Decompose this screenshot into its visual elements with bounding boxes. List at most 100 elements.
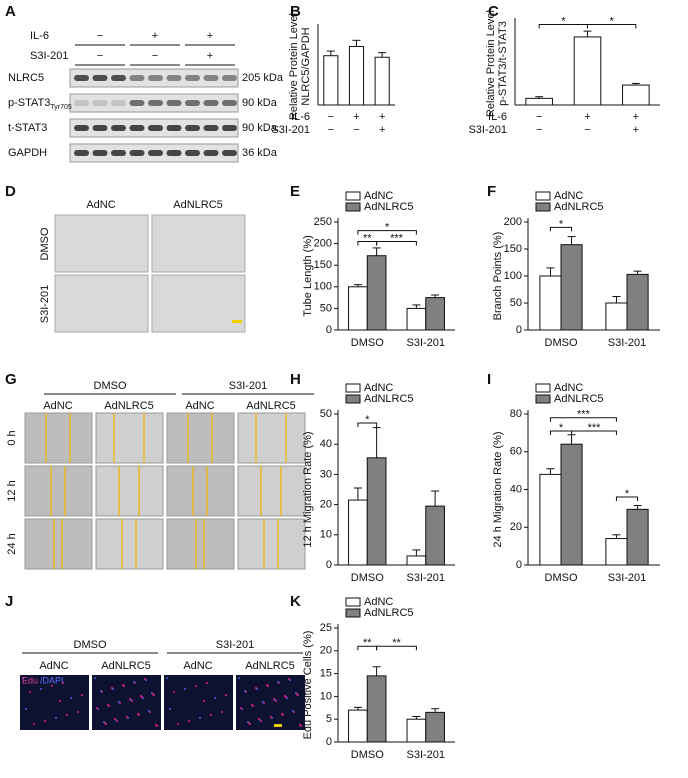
significance-label: *** <box>577 409 591 421</box>
stain-dot <box>140 695 142 697</box>
stain-dot <box>29 691 31 693</box>
x-tick-label: S3I-201 <box>406 572 445 584</box>
stain-dot <box>206 682 208 684</box>
stain-dot <box>81 694 83 696</box>
blot-band <box>111 75 126 81</box>
micrograph <box>237 518 306 570</box>
blot-band <box>166 75 182 81</box>
significance-bracket <box>376 240 417 246</box>
stain-dot <box>221 711 223 713</box>
legend-label: AdNLRC5 <box>364 393 414 405</box>
stain-dot <box>103 721 105 723</box>
bar <box>622 84 650 106</box>
condition-sign: + <box>379 124 385 136</box>
stain-dot <box>169 708 171 710</box>
y-tick-label: 25 <box>320 622 332 634</box>
significance-label: *** <box>588 422 602 434</box>
legend-label: AdNC <box>554 190 583 202</box>
micrograph <box>24 465 93 517</box>
bar <box>348 709 368 743</box>
legend-label: AdNC <box>364 190 393 202</box>
condition-sign: + <box>584 111 590 123</box>
blot-band <box>148 125 163 131</box>
blot-band <box>148 75 163 81</box>
stain-dot <box>44 720 46 722</box>
x-tick-label: DMSO <box>545 572 578 584</box>
stain-dot <box>144 678 146 680</box>
legend-label: AdNC <box>554 382 583 394</box>
legend-label: AdNC <box>364 596 393 608</box>
row-label: 24 h <box>6 533 18 554</box>
micrograph <box>95 412 164 464</box>
blot-band <box>111 150 126 156</box>
blot-band <box>129 150 145 156</box>
micrograph <box>151 214 246 273</box>
micrograph <box>236 675 305 730</box>
micrograph <box>166 465 235 517</box>
band-name: NLRC5 <box>8 72 44 84</box>
stain-dot <box>173 691 175 693</box>
bar <box>366 255 387 331</box>
micrograph <box>166 518 235 570</box>
stain-dot <box>247 721 249 723</box>
stain-dot <box>166 677 168 679</box>
stain-dot <box>111 687 113 689</box>
stain-dot <box>155 724 157 726</box>
significance-label: ** <box>363 232 372 244</box>
bar <box>425 505 445 566</box>
row-label: 12 h <box>6 480 18 501</box>
legend-label: AdNLRC5 <box>554 201 604 213</box>
y-tick-label: 40 <box>510 483 522 495</box>
bar <box>366 675 387 743</box>
bar <box>406 307 427 331</box>
stain-dot <box>129 698 131 700</box>
treatment-label: S3I-201 <box>30 50 69 62</box>
stain-dot <box>266 684 268 686</box>
y-tick-label: 250 <box>314 216 332 228</box>
stain-dot <box>96 707 98 709</box>
stain-dot <box>273 698 275 700</box>
bar <box>406 718 427 743</box>
stain-dot <box>195 685 197 687</box>
stain-dot <box>55 717 57 719</box>
legend-swatch <box>345 394 361 404</box>
blot-band <box>74 75 89 81</box>
stain-dot <box>244 690 246 692</box>
x-tick-label: S3I-201 <box>608 572 647 584</box>
significance-bracket <box>357 230 417 235</box>
band-size: 205 kDa <box>242 72 284 84</box>
y-axis-label: Relative Protein Level <box>288 13 300 120</box>
blot-band <box>203 125 219 131</box>
y-tick-label: 10 <box>320 529 332 541</box>
bar <box>348 286 368 331</box>
blot-band <box>166 100 182 106</box>
panel-letter: D <box>5 183 16 200</box>
band-name: p-STAT3 <box>8 97 50 109</box>
y-tick-label: 80 <box>510 408 522 420</box>
x-tick-label: S3I-201 <box>406 749 445 761</box>
y-tick-label: 100 <box>504 270 522 282</box>
stain-dot <box>238 677 240 679</box>
significance-bracket <box>376 645 417 651</box>
bar <box>573 36 602 106</box>
stain-dot <box>94 677 96 679</box>
treatment-sign: − <box>97 30 103 42</box>
group-label: S3I-201 <box>229 380 268 392</box>
bar <box>560 443 583 566</box>
bar <box>626 273 649 331</box>
micrograph <box>164 675 233 730</box>
stain-dot <box>22 677 24 679</box>
stain-dot <box>199 717 201 719</box>
condition-label: S3I-201 <box>271 124 310 136</box>
band-size: 36 kDa <box>242 147 278 159</box>
legend-label: AdNLRC5 <box>554 393 604 405</box>
blot-band <box>129 100 145 106</box>
condition-sign: + <box>379 111 385 123</box>
stain-dot <box>258 718 260 720</box>
y-axis-label: Relative Protein Level <box>485 10 497 117</box>
stain-dot <box>70 697 72 699</box>
blot-band <box>222 75 237 81</box>
stain-dot <box>66 714 68 716</box>
micrograph <box>54 214 149 273</box>
y-axis-label: p-STAT3/t-STAT3 <box>497 21 509 106</box>
